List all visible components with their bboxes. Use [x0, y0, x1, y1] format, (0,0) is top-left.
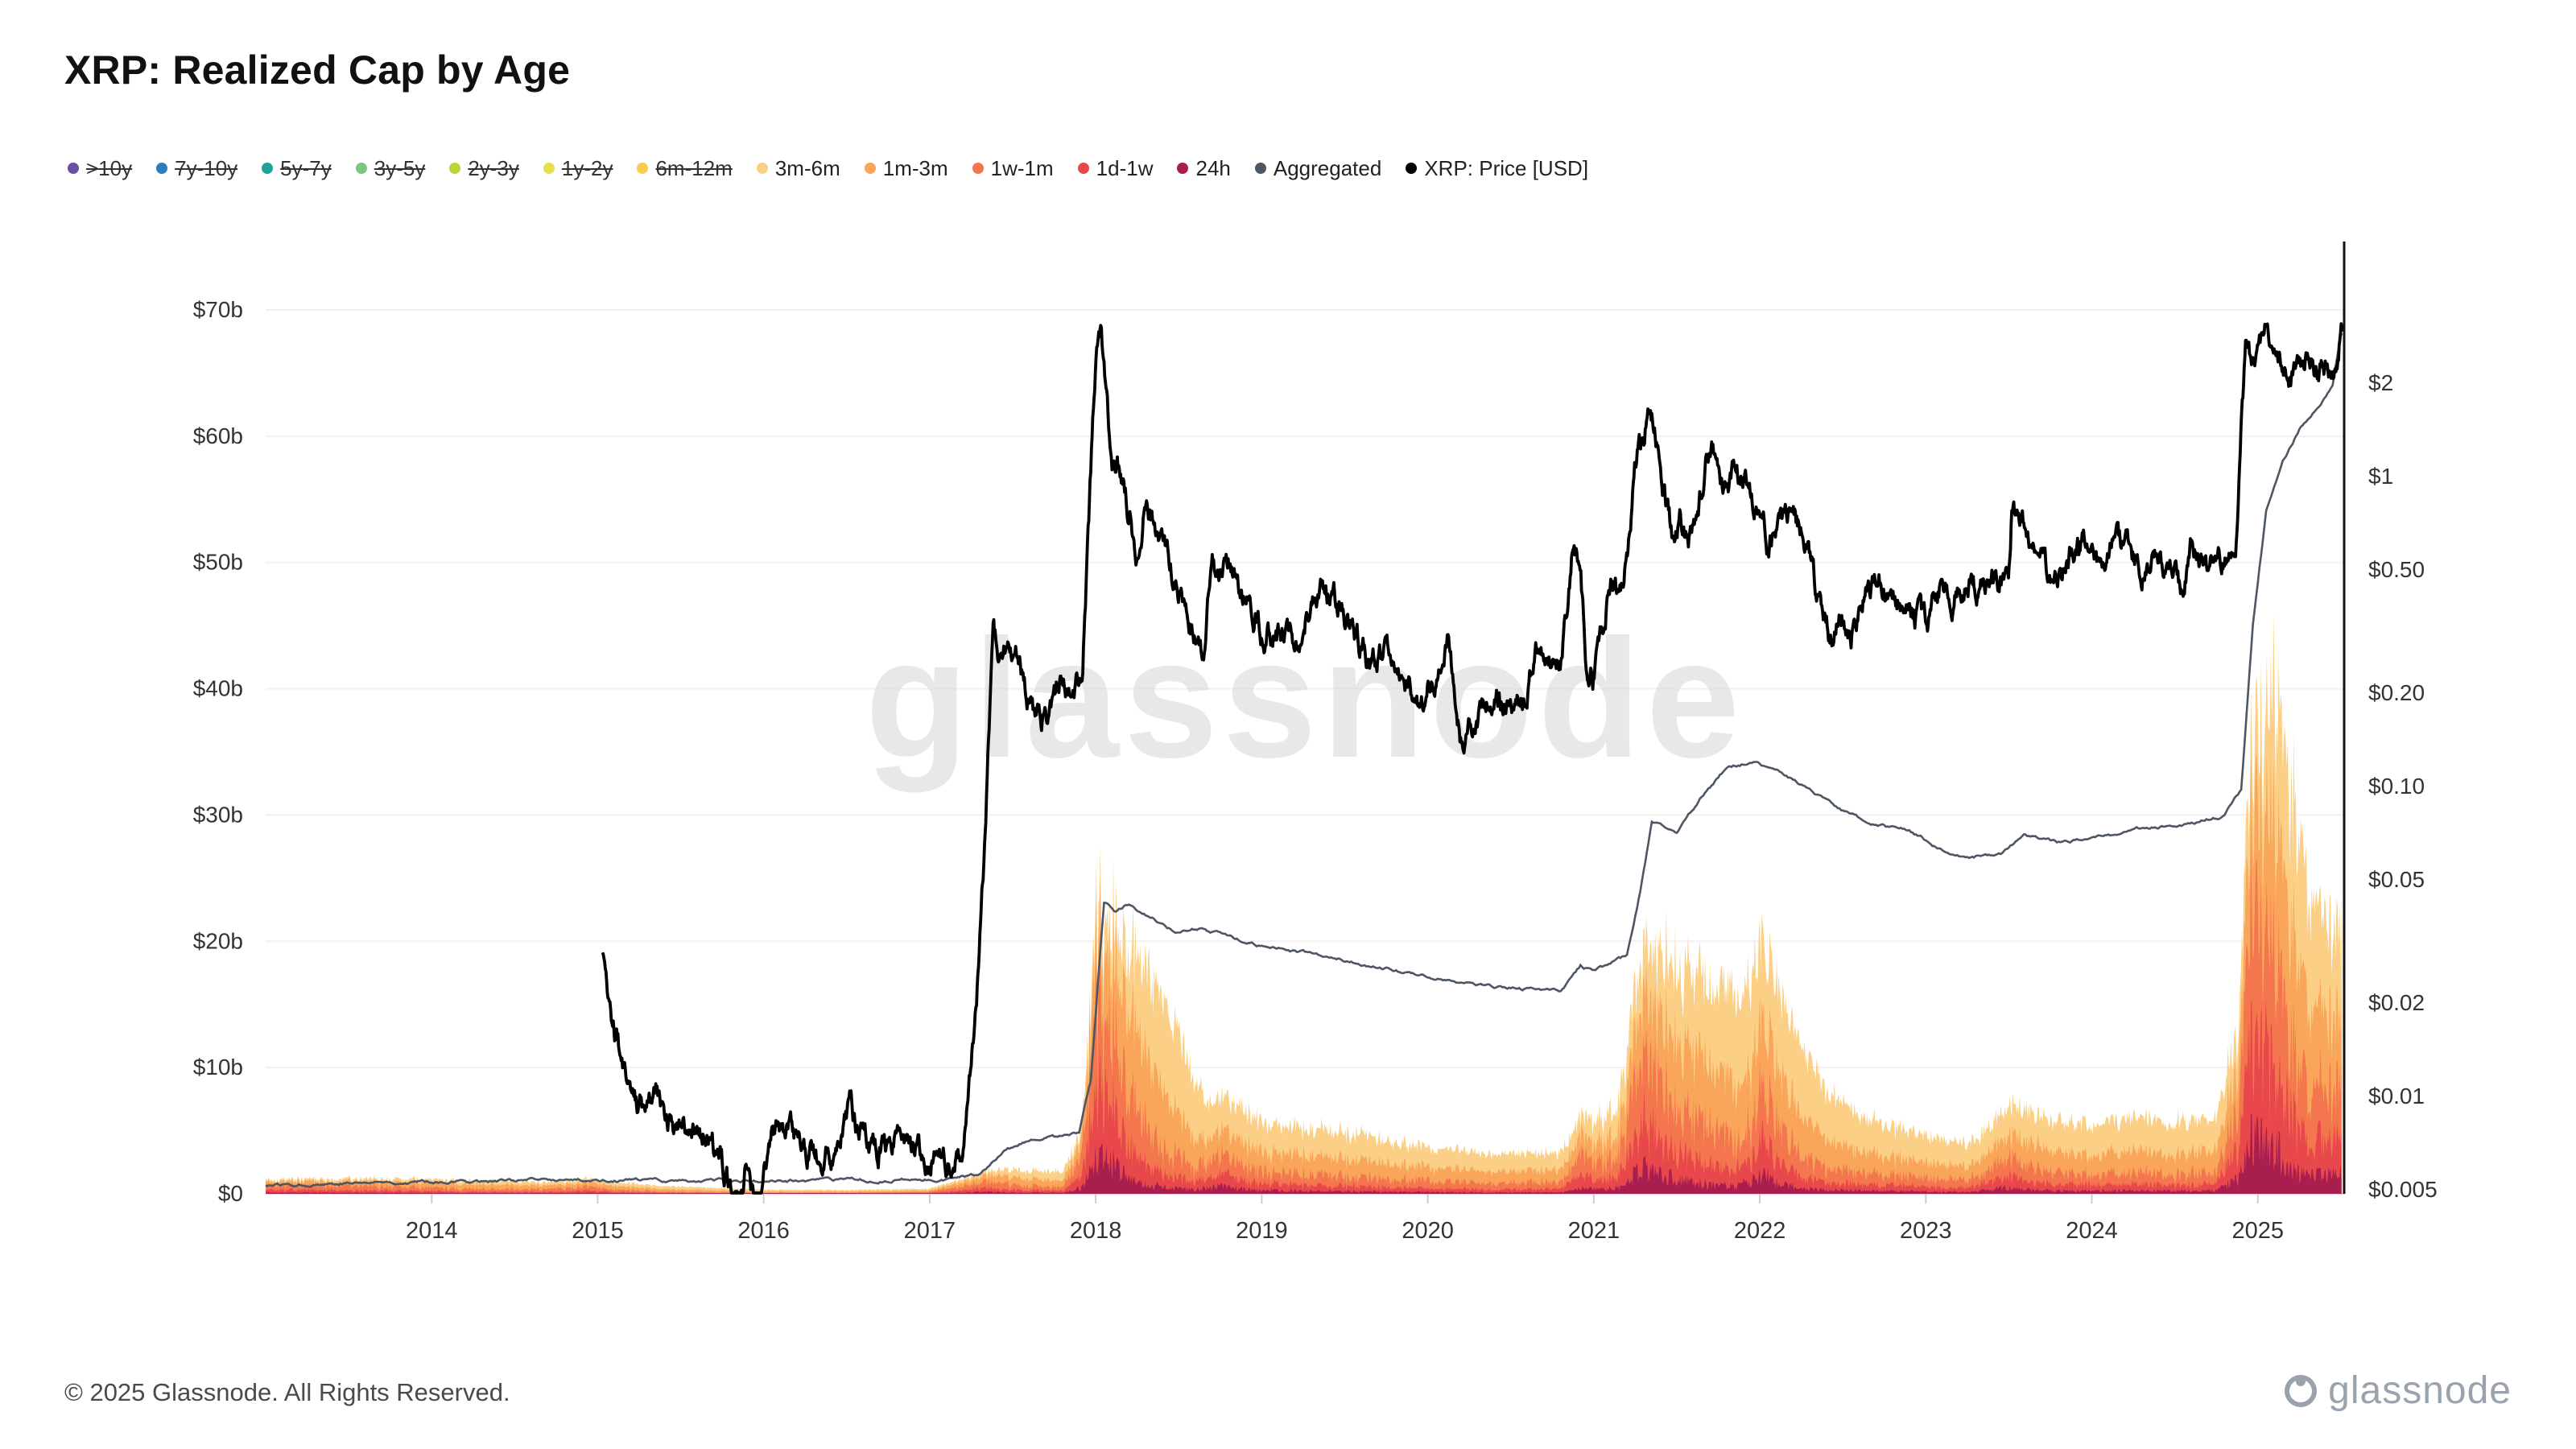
legend-item-label: 1m-3m	[882, 156, 948, 180]
left-axis-tick-label: $60b	[193, 423, 243, 448]
realized-cap-chart[interactable]: glassnode$0$10b$20b$30b$40b$50b$60b$70b$…	[0, 201, 2576, 1280]
right-axis-tick-label: $2	[2368, 370, 2393, 395]
legend-item-2y-3y[interactable]: 2y-3y	[449, 158, 519, 179]
gridlines	[266, 309, 2344, 1195]
left-axis-tick-label: $70b	[193, 297, 243, 322]
legend: >10y 7y-10y 5y-7y 3y-5y 2y-3y 1y-2y 6m-12m 3m-6…	[68, 158, 1588, 179]
right-axis-tick-label: $0.50	[2368, 557, 2425, 582]
legend-item-label: 6m-12m	[655, 156, 733, 180]
right-axis-tick-label: $0.02	[2368, 990, 2425, 1015]
legend-color-dot	[1254, 163, 1266, 174]
legend-item-label: 5y-7y	[280, 156, 332, 180]
legend-item-label: >10y	[86, 156, 133, 180]
page-title: XRP: Realized Cap by Age	[64, 47, 571, 93]
legend-item-1m-3m[interactable]: 1m-3m	[864, 156, 948, 180]
right-axis-tick-label: $0.20	[2368, 680, 2425, 705]
aggregated-line	[265, 332, 2343, 1189]
legend-color-dot	[1406, 163, 1418, 174]
legend-color-dot	[756, 163, 768, 174]
legend-item-label: 7y-10y	[175, 156, 238, 180]
legend-item-1d-1w[interactable]: 1d-1w	[1077, 156, 1154, 180]
left-axis-tick-label: $20b	[193, 928, 243, 953]
area-band-1m-3m	[266, 749, 2342, 1194]
x-axis-tick-label: 2024	[2066, 1218, 2118, 1244]
legend-color-dot	[156, 163, 168, 174]
copyright-text: © 2025 Glassnode. All Rights Reserved.	[64, 1378, 510, 1406]
legend-item-7y-10y[interactable]: 7y-10y	[156, 158, 237, 179]
legend-item-label: 3y-5y	[374, 156, 426, 180]
x-axis-tick-label: 2020	[1402, 1218, 1454, 1244]
left-axis-tick-label: $10b	[193, 1055, 243, 1080]
legend-item-6m-12m[interactable]: 6m-12m	[637, 156, 733, 180]
right-axis-tick-label: $0.05	[2368, 867, 2425, 892]
legend-color-dot	[1077, 163, 1089, 174]
x-axis-tick-label: 2021	[1568, 1218, 1620, 1244]
x-axis-tick-label: 2014	[406, 1218, 458, 1244]
legend-item-3m-6m[interactable]: 3m-6m	[756, 156, 840, 180]
left-axis-tick-label: $0	[218, 1181, 243, 1206]
area-band-3m-6m	[266, 612, 2342, 1194]
legend-item-aggregated[interactable]: Aggregated	[1254, 156, 1382, 180]
legend-color-dot	[355, 163, 367, 174]
x-axis-tick-label: 2023	[1900, 1218, 1952, 1244]
x-axis-tick-label: 2025	[2232, 1218, 2285, 1244]
legend-color-dot	[68, 163, 79, 174]
x-axis-tick-label: 2017	[904, 1218, 956, 1244]
legend-color-dot	[543, 163, 555, 174]
legend-color-dot	[637, 163, 649, 174]
glassnode-logo-icon	[2285, 1374, 2318, 1407]
legend-item-3y-5y[interactable]: 3y-5y	[355, 156, 426, 180]
legend-item-label: 2y-3y	[468, 156, 519, 180]
legend-item-1y-2y[interactable]: 1y-2y	[543, 158, 613, 179]
glassnode-brand-label: glassnode	[2328, 1369, 2512, 1412]
right-axis-tick-label: $1	[2368, 464, 2393, 489]
legend-item-1w-1m[interactable]: 1w-1m	[972, 158, 1054, 179]
legend-item-label: 1w-1m	[990, 156, 1054, 180]
legend-color-dot	[972, 163, 984, 174]
legend-item-xrp-price-usd[interactable]: XRP: Price [USD]	[1406, 158, 1588, 179]
left-axis-tick-label: $50b	[193, 550, 243, 575]
legend-item-5y-7y[interactable]: 5y-7y	[262, 158, 332, 179]
left-axis-tick-label: $40b	[193, 676, 243, 701]
legend-color-dot	[449, 163, 461, 174]
legend-color-dot	[1177, 163, 1189, 174]
legend-item-10y[interactable]: >10y	[68, 158, 132, 179]
x-axis-tick-label: 2019	[1236, 1218, 1288, 1244]
x-axis-tick-label: 2016	[737, 1218, 790, 1244]
glassnode-wordmark: glassnode	[2283, 1368, 2512, 1413]
left-axis-tick-label: $30b	[193, 802, 243, 827]
legend-item-label: 1d-1w	[1096, 156, 1154, 180]
x-axis-tick-label: 2022	[1734, 1218, 1786, 1244]
axis-labels: $0 $10b $20b $30b $40b $50b $60b $70b $2 $1 $0.50 $…	[193, 297, 2438, 1244]
right-axis-tick-label: $0.005	[2368, 1177, 2438, 1202]
legend-item-label: 1y-2y	[561, 156, 613, 180]
x-axis-tick-label: 2018	[1070, 1218, 1122, 1244]
x-axis-tick-label: 2015	[572, 1218, 624, 1244]
legend-item-24h[interactable]: 24h	[1177, 156, 1231, 180]
legend-color-dot	[262, 163, 274, 174]
legend-item-label: 24h	[1195, 156, 1231, 180]
right-axis-tick-label: $0.10	[2368, 774, 2425, 799]
age-band-areas	[266, 612, 2342, 1194]
right-axis-tick-label: $0.01	[2368, 1084, 2425, 1108]
legend-color-dot	[864, 163, 876, 174]
price-line	[601, 322, 2344, 1195]
legend-item-label: 3m-6m	[774, 156, 840, 180]
legend-item-label: XRP: Price [USD]	[1424, 156, 1589, 180]
legend-item-label: Aggregated	[1273, 156, 1382, 180]
